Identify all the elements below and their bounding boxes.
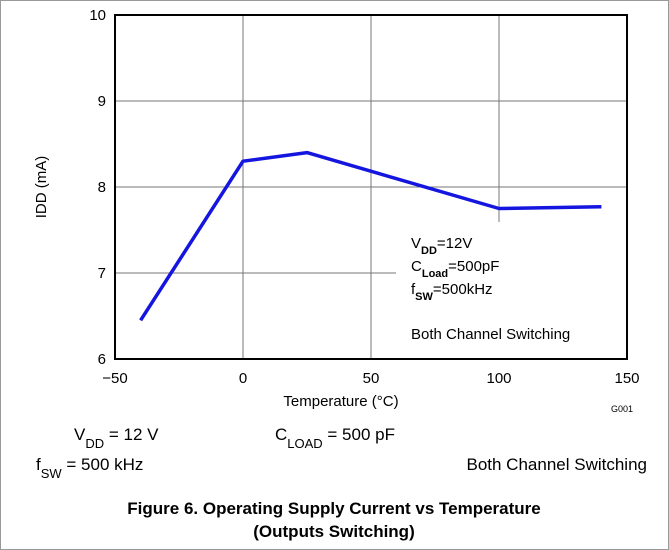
x-tick-label: 100 <box>486 370 511 387</box>
y-tick-label: 9 <box>98 93 106 110</box>
annotation: VDD = 12 V <box>74 425 159 451</box>
annotation-sub: LOAD <box>287 436 322 451</box>
y-tick-label: 8 <box>98 179 106 196</box>
x-axis-label: Temperature (°C) <box>283 393 398 410</box>
annotation: CLOAD = 500 pF <box>275 425 395 451</box>
annotation: Both Channel Switching <box>466 455 647 474</box>
y-axis-label: IDD (mA) <box>33 156 50 219</box>
annotation-text: =500pF <box>448 258 499 275</box>
annotation-text: = 500 pF <box>323 425 395 444</box>
annotation-text: =12V <box>437 235 472 252</box>
annotation-text: = 12 V <box>104 425 159 444</box>
annotation-text: V <box>74 425 86 444</box>
annotation-sub: DD <box>85 436 104 451</box>
annotation: fSW=500kHz <box>411 281 493 303</box>
y-tick-label: 6 <box>98 351 106 368</box>
caption: Figure 6. Operating Supply Current vs Te… <box>127 499 540 518</box>
x-tick-label: 150 <box>614 370 639 387</box>
annotation-text: =500kHz <box>433 281 493 298</box>
annotation-text: f <box>411 281 416 298</box>
annotation-text: f <box>36 455 41 474</box>
annotation-text: Both Channel Switching <box>466 455 647 474</box>
plot-frame <box>114 14 628 360</box>
annotation-text: Both Channel Switching <box>411 326 570 343</box>
annotation-sub: SW <box>415 291 433 303</box>
annotation: fSW = 500 kHz <box>36 455 143 481</box>
x-tick-label: 50 <box>363 370 380 387</box>
annotation-sub: Load <box>422 268 448 280</box>
x-tick-label: −50 <box>102 370 127 387</box>
annotation-text: C <box>411 258 422 275</box>
annotation-text: V <box>411 235 421 252</box>
annotation: CLoad=500pF <box>411 258 499 280</box>
caption: (Outputs Switching) <box>253 522 414 541</box>
y-tick-label: 7 <box>98 265 106 282</box>
annotation-sub: SW <box>41 466 63 481</box>
x-tick-label: 0 <box>239 370 247 387</box>
graph-id: G001 <box>611 404 633 414</box>
annotation: VDD=12V <box>411 235 472 257</box>
y-tick-label: 10 <box>89 7 106 24</box>
annotation-box <box>396 222 626 358</box>
annotation-sub: DD <box>421 245 437 257</box>
annotation-text: = 500 kHz <box>62 455 144 474</box>
data-line <box>139 150 602 322</box>
annotation-text: C <box>275 425 287 444</box>
annotation: Both Channel Switching <box>411 326 570 343</box>
